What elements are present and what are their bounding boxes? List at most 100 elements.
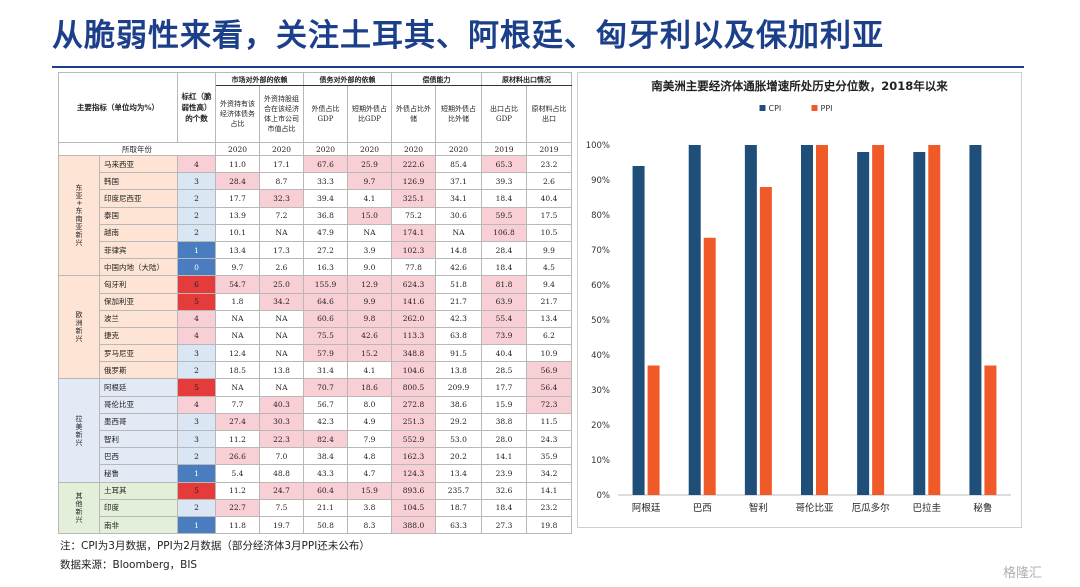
group-header: 债务对外部的依赖 [303,72,392,86]
table-row: 智利 3 11.2 22.3 82.4 7.9 552.9 53.0 28.0 24.3 [59,429,572,449]
data-cell: 7.5 [259,498,304,517]
data-cell: 30.6 [435,206,482,225]
table-row: 秘鲁 1 5.4 48.8 43.3 4.7 124.3 13.4 23.9 34.2 [59,464,572,483]
column-header: 出口占比GDP [481,85,527,143]
country-name: 越南 [99,223,178,242]
data-cell: 56.9 [526,361,572,380]
x-tick-label: 巴拉圭 [913,502,942,514]
data-cell: 42.3 [435,309,482,328]
data-cell: 28.4 [481,240,527,260]
data-cell: 15.9 [347,481,392,500]
column-header: 短期外债占比外储 [435,85,482,143]
data-cell: 9.7 [215,258,260,277]
country-name: 智利 [99,429,178,449]
data-cell: 222.6 [391,154,436,174]
vulnerability-count: 2 [177,223,216,242]
data-cell: 48.8 [259,464,304,483]
data-cell: 28.5 [481,361,527,380]
vulnerability-count: 4 [177,154,216,174]
data-cell: 8.3 [347,515,392,535]
data-cell: 56.7 [303,395,348,414]
data-cell: 75.5 [303,326,348,346]
data-cell: NA [259,309,304,328]
data-cell: 27.2 [303,240,348,260]
column-header: 原材料占比出口 [526,85,572,143]
data-cell: 25.9 [347,154,392,174]
vulnerability-count: 6 [177,275,216,294]
data-cell: 21.7 [435,292,482,311]
data-cell: 38.8 [481,412,527,432]
data-cell: 15.2 [347,344,392,363]
column-header: 短期外债占比GDP [347,85,392,143]
chart-svg: 南美洲主要经济体通胀增速所处历史分位数，2018年以来 CPI PPI 0% 10% 20… [586,79,1011,514]
table-row: 印度 2 22.7 7.5 21.1 3.8 104.5 18.7 18.4 23.2 [59,498,572,517]
data-cell: 10.9 [526,344,572,363]
data-cell: 14.1 [481,447,527,466]
legend-label: CPI [769,104,782,113]
data-cell: 155.9 [303,275,348,294]
data-cell: 53.0 [435,429,482,449]
data-cell: 104.5 [391,498,436,517]
data-cell: 102.3 [391,240,436,260]
country-name: 泰国 [99,206,178,225]
table-row: 墨西哥 3 27.4 30.3 42.3 4.9 251.3 29.2 38.8 11.5 [59,412,572,432]
data-cell: 15.9 [481,395,527,414]
data-cell: 31.4 [303,361,348,380]
data-cell: 17.7 [215,189,260,208]
table-row: 其他新兴 土耳其 5 11.2 24.7 60.4 15.9 893.6 235.7 32.6 14… [58,481,572,535]
data-cell: 1.8 [215,292,260,311]
data-cell: 19.8 [526,515,572,535]
data-cell: 4.7 [347,464,392,483]
data-cell: NA [259,326,304,346]
data-cell: 13.4 [435,464,482,483]
data-cell: 13.8 [259,361,304,380]
table-row: 保加利亚 5 1.8 34.2 64.6 9.9 141.6 21.7 63.9 21.7 [59,292,572,311]
data-cell: 39.3 [481,172,527,191]
region-label: 东亚+东南亚新兴 [58,154,100,277]
country-name: 马来西亚 [99,154,178,174]
data-cell: 251.3 [391,412,436,432]
y-tick-label: 40% [591,351,610,361]
data-cell: 22.7 [215,498,260,517]
data-cell: 141.6 [391,292,436,311]
data-cell: 27.4 [215,412,260,432]
data-cell: 13.9 [215,206,260,225]
bar-cpi [632,166,645,495]
data-cell: NA [215,309,260,328]
data-cell: 4.9 [347,412,392,432]
y-tick-label: 60% [591,281,610,291]
bar-cpi [801,145,813,495]
data-cell: 47.9 [303,223,348,242]
vulnerability-count: 2 [177,498,216,517]
data-cell: 21.1 [303,498,348,517]
table-row: 泰国 2 13.9 7.2 36.8 15.0 75.2 30.6 59.5 17.5 [59,206,572,225]
x-tick-label: 秘鲁 [973,502,992,514]
country-name: 印度尼西亚 [99,189,178,208]
data-cell: 235.7 [435,481,482,500]
bar-cpi [857,152,870,495]
data-cell: 40.4 [526,189,572,208]
country-name: 匈牙利 [99,275,178,294]
column-header: 外债占比GDP [303,85,348,143]
vulnerability-count: 3 [177,172,216,191]
data-cell: 65.3 [481,154,527,174]
data-cell: 23.2 [526,498,572,517]
data-cell: 18.4 [481,258,527,277]
data-cell: 9.7 [347,172,392,191]
data-cell: 39.4 [303,189,348,208]
data-cell: 75.2 [391,206,436,225]
data-cell: 162.3 [391,447,436,466]
page-title: 从脆弱性来看，关注土耳其、阿根廷、匈牙利以及保加利亚 [52,18,884,54]
bar-cpi [688,145,701,495]
data-cell: 18.4 [481,189,527,208]
data-cell: 325.1 [391,189,436,208]
column-header: 外资持有该经济体债务占比 [215,85,260,143]
vulnerability-count: 3 [177,429,216,449]
group-header: 原材料出口情况 [481,72,572,86]
column-header: 外债占比外储 [391,85,436,143]
data-cell: 14.8 [435,240,482,260]
data-cell: 81.8 [481,275,527,294]
country-name: 巴西 [99,447,178,466]
country-name: 印度 [99,498,178,517]
table-row: 南非 1 11.8 19.7 50.8 8.3 388.0 63.3 27.3 19.8 [59,515,572,535]
